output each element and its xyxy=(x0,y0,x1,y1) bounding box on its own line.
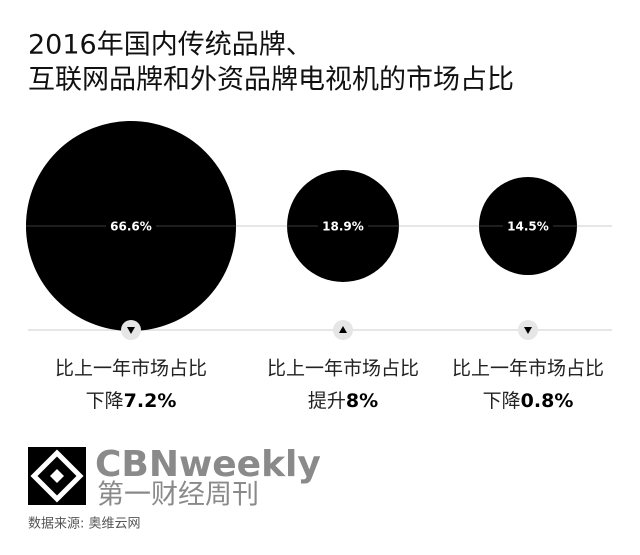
title-line: 2016年国内传统品牌、 xyxy=(28,30,313,61)
brand: CBNweekly xyxy=(95,444,321,485)
change-value: 0.8% xyxy=(521,390,574,412)
change-value: 7.2% xyxy=(124,390,177,412)
logo xyxy=(28,447,86,505)
change-arrow xyxy=(121,320,141,340)
change-direction: 下降 xyxy=(483,390,521,412)
arrow-icon xyxy=(524,327,532,334)
logo-shape xyxy=(30,449,84,503)
title-line: 互联网品牌和外资品牌电视机的市场占比 xyxy=(28,65,514,96)
value-label: 66.6% xyxy=(110,220,152,234)
label-bg xyxy=(318,217,368,235)
logo-shape xyxy=(50,469,64,483)
change-direction: 下降 xyxy=(86,390,124,412)
change-text: 提升8% xyxy=(308,390,378,412)
change-label: 比上一年市场占比 xyxy=(55,358,207,380)
value-label: 18.9% xyxy=(322,220,364,234)
brand-cn: 第一财经周刊 xyxy=(97,480,259,511)
label-bg xyxy=(503,217,553,235)
change-value: 8% xyxy=(346,390,378,412)
change-text: 下降0.8% xyxy=(483,390,574,412)
change-arrow xyxy=(518,320,538,340)
change-arrow xyxy=(333,320,353,340)
change-label: 比上一年市场占比 xyxy=(267,358,419,380)
arrow-icon xyxy=(127,327,135,334)
source: 数据来源: 奥维云网 xyxy=(28,517,141,532)
label-bg xyxy=(106,217,156,235)
arrow-icon xyxy=(339,326,347,333)
change-label: 比上一年市场占比 xyxy=(452,358,604,380)
change-text: 下降7.2% xyxy=(86,390,177,412)
change-direction: 提升 xyxy=(308,390,346,412)
value-label: 14.5% xyxy=(507,220,549,234)
